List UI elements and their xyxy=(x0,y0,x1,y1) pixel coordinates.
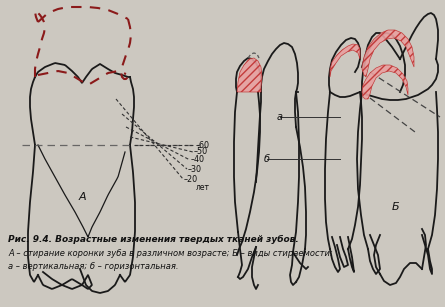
Text: –30: –30 xyxy=(188,165,202,173)
Polygon shape xyxy=(362,65,408,99)
Polygon shape xyxy=(362,30,414,77)
Text: а – вертикальная; б – горизонтальная.: а – вертикальная; б – горизонтальная. xyxy=(8,262,178,271)
Text: Рис. 9.4. Возрастные изменения твердых тканей зубов.: Рис. 9.4. Возрастные изменения твердых т… xyxy=(8,235,299,244)
Text: Б: Б xyxy=(391,202,399,212)
Text: –60: –60 xyxy=(196,141,210,150)
Text: лет: лет xyxy=(196,182,210,192)
Polygon shape xyxy=(330,44,360,77)
Text: А – стирание коронки зуба в различном возрасте; Б – виды стираемости:: А – стирание коронки зуба в различном во… xyxy=(8,249,333,258)
Text: –40: –40 xyxy=(191,156,205,165)
Polygon shape xyxy=(237,58,262,92)
Text: б: б xyxy=(264,154,270,164)
Text: А: А xyxy=(78,192,86,202)
Text: а: а xyxy=(277,112,283,122)
Text: –20: –20 xyxy=(184,174,198,184)
Text: –50: –50 xyxy=(194,147,208,157)
